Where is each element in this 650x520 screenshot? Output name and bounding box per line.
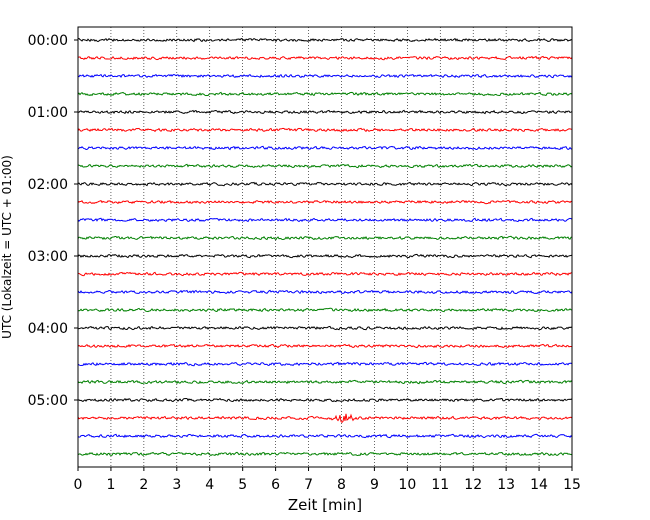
grid-lines <box>110 27 540 467</box>
trace-0145 <box>77 163 573 169</box>
trace-0530 <box>77 433 573 439</box>
x-tick-label: 15 <box>563 477 581 493</box>
x-tick-label: 8 <box>337 477 346 493</box>
x-tick-label: 6 <box>271 477 280 493</box>
y-tick-label: 00:00 <box>28 33 68 49</box>
seismogram-traces <box>77 37 573 457</box>
x-tick-label: 4 <box>205 477 214 493</box>
y-tick-label: 01:00 <box>28 105 68 121</box>
x-tick-label: 9 <box>370 477 379 493</box>
x-tick-label: 12 <box>464 477 482 493</box>
trace-0000 <box>77 37 573 43</box>
x-tick-label: 5 <box>238 477 247 493</box>
x-tick-label: 2 <box>139 477 148 493</box>
trace-0100 <box>77 109 573 115</box>
trace-0015 <box>77 55 573 61</box>
y-axis-ticks: 00:00 01:00 02:00 03:00 04:00 05:00 <box>28 33 78 409</box>
plot-frame <box>77 26 573 468</box>
x-tick-label: 7 <box>304 477 313 493</box>
y-tick-label: 02:00 <box>28 177 68 193</box>
x-axis-label: Zeit [min] <box>288 496 362 514</box>
trace-0415 <box>77 343 573 349</box>
y-tick-label: 03:00 <box>28 249 68 265</box>
x-axis-ticks: 0 1 2 3 4 5 6 7 8 9 10 11 12 13 14 15 <box>74 467 581 493</box>
trace-0345 <box>77 307 573 313</box>
trace-0045 <box>77 91 573 97</box>
x-tick-label: 14 <box>530 477 548 493</box>
trace-0400 <box>77 325 573 331</box>
x-tick-label: 0 <box>74 477 83 493</box>
trace-0500 <box>77 397 573 403</box>
trace-0430 <box>77 361 573 367</box>
y-tick-label: 04:00 <box>28 321 68 337</box>
trace-0115 <box>77 127 573 133</box>
trace-0130 <box>77 145 573 151</box>
trace-0300 <box>77 253 573 259</box>
trace-0445 <box>77 379 573 385</box>
x-tick-label: 3 <box>172 477 181 493</box>
trace-0215 <box>77 199 573 205</box>
trace-0545 <box>77 451 573 457</box>
trace-0200 <box>77 181 573 187</box>
y-axis-label: UTC (Lokalzeit = UTC + 01:00) <box>0 155 14 339</box>
x-tick-label: 1 <box>106 477 115 493</box>
y-tick-label: 05:00 <box>28 393 68 409</box>
trace-0315 <box>77 271 573 277</box>
x-tick-label: 11 <box>431 477 449 493</box>
trace-0515 <box>77 413 573 424</box>
trace-0245 <box>77 235 573 241</box>
trace-0030 <box>77 73 573 79</box>
x-tick-label: 10 <box>398 477 416 493</box>
x-tick-label: 13 <box>497 477 515 493</box>
trace-0330 <box>77 289 573 295</box>
trace-0230 <box>77 217 573 223</box>
